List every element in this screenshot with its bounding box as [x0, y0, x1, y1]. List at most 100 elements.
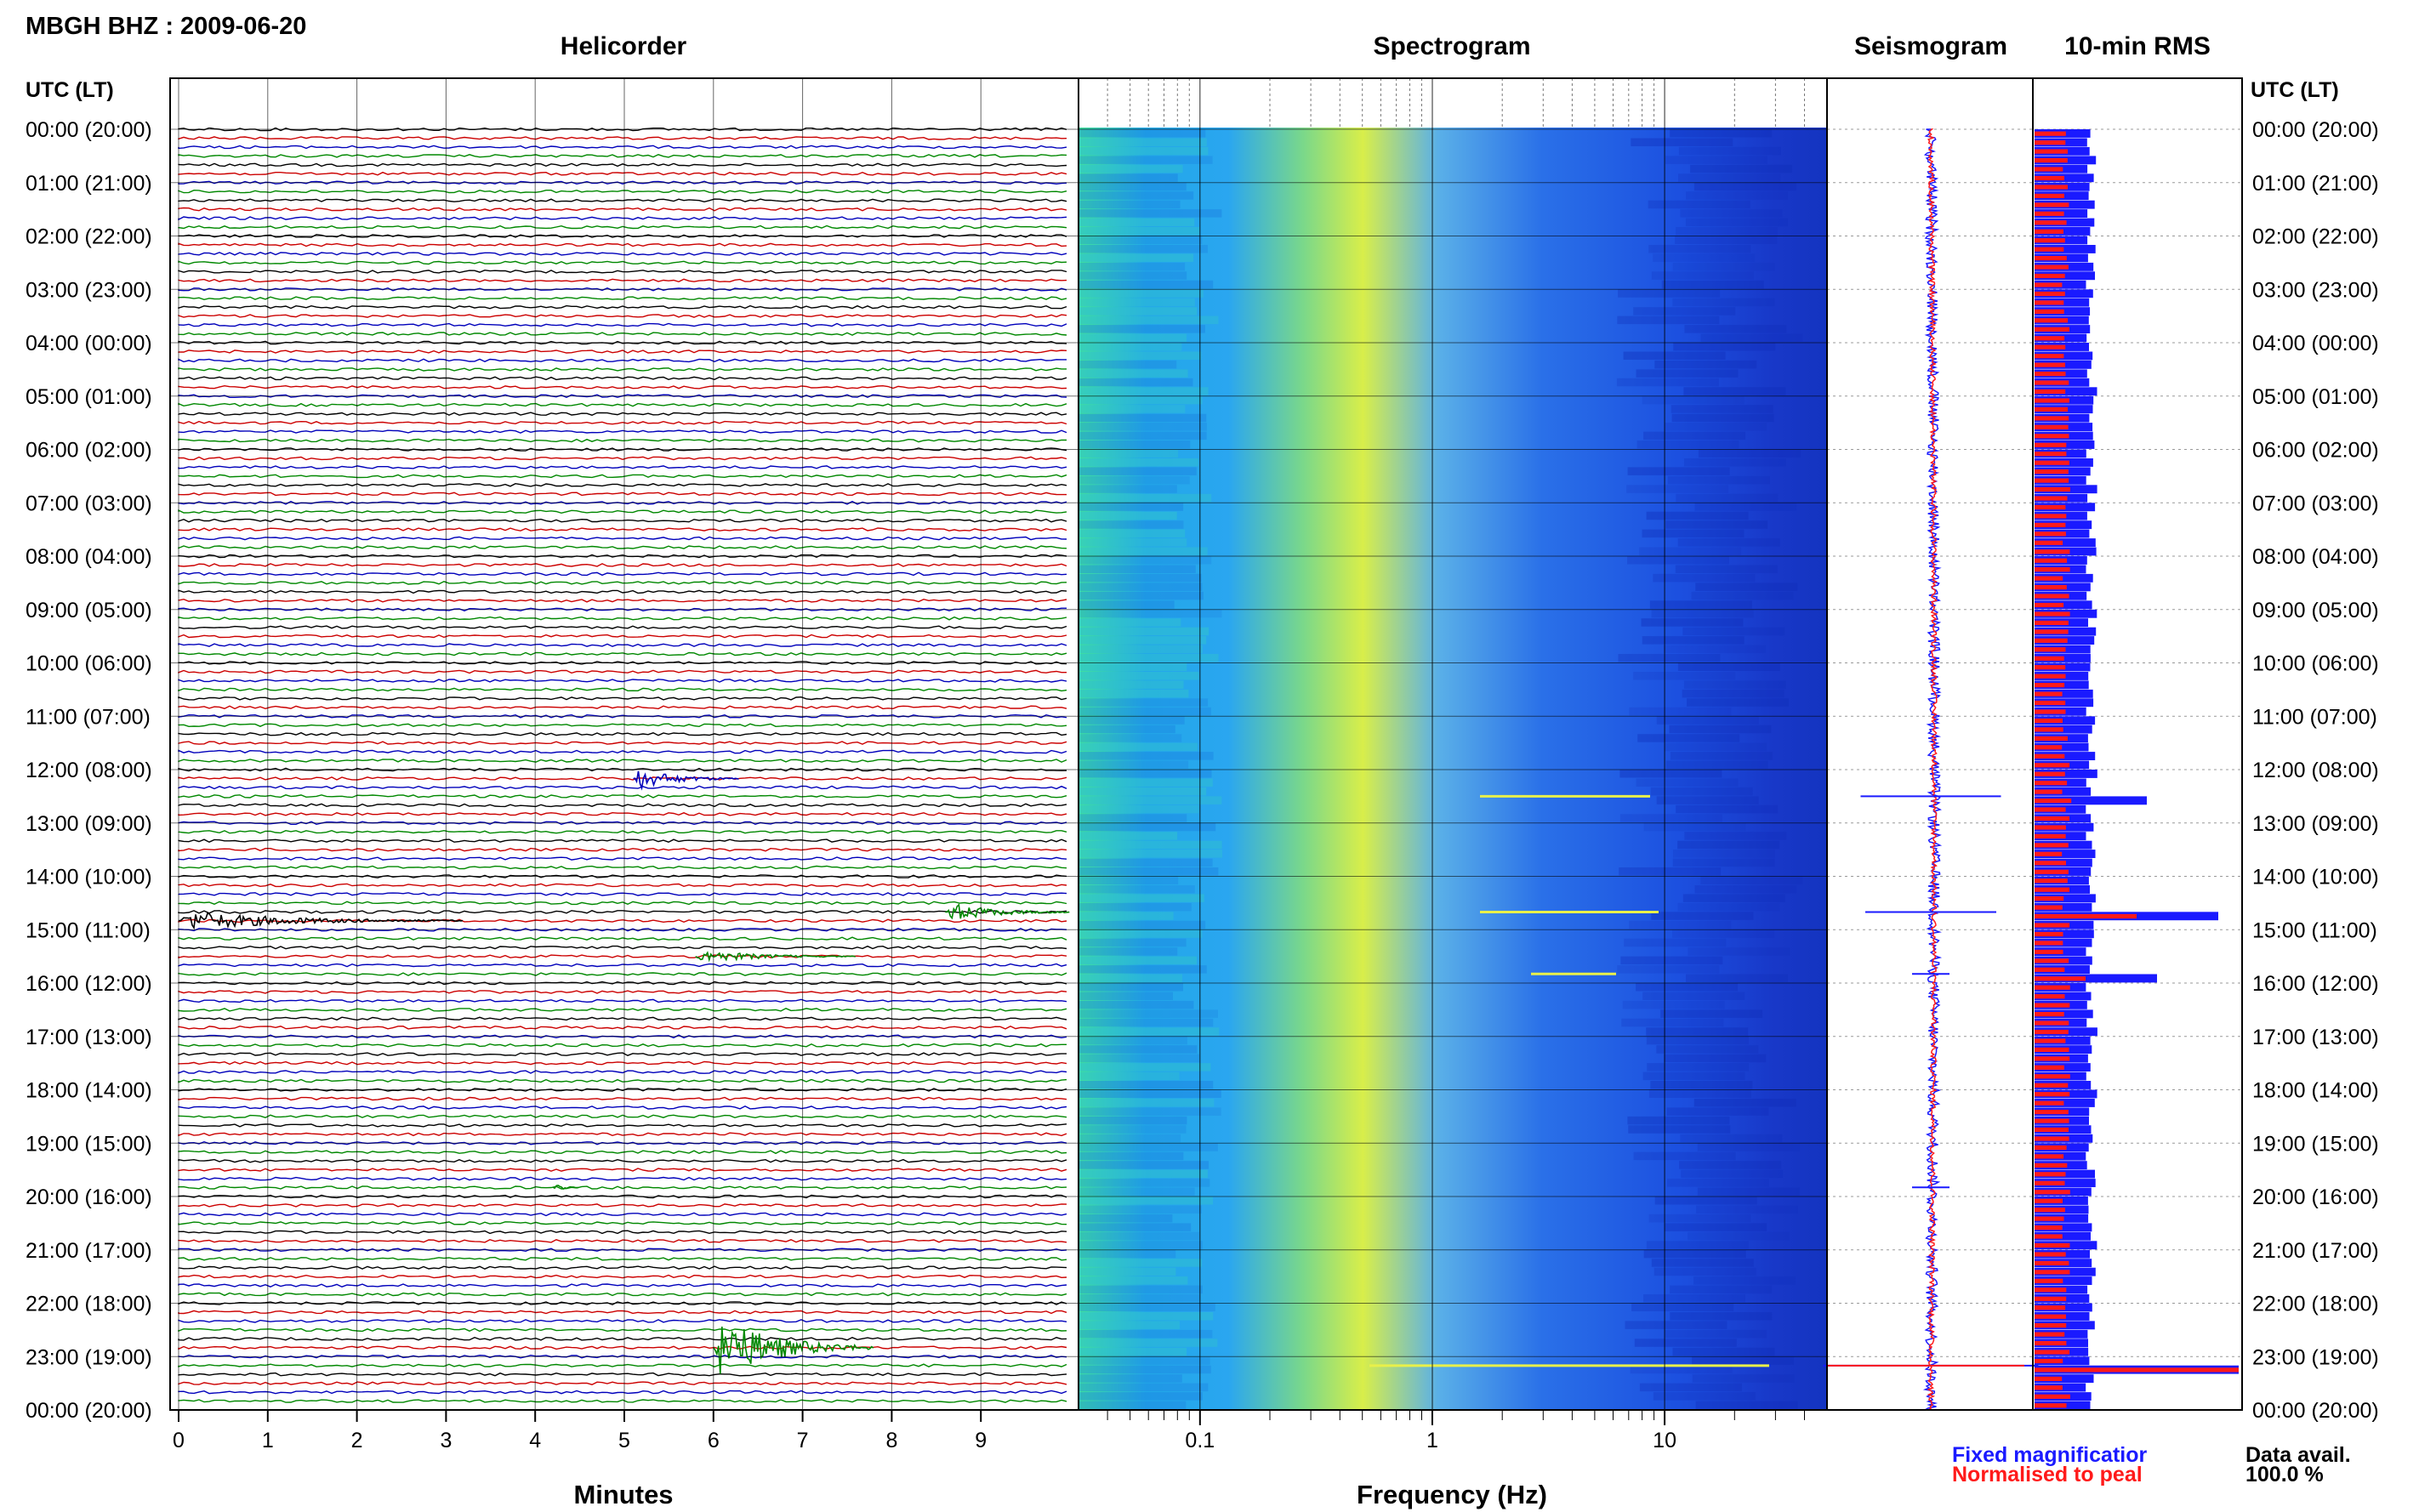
- time-label-left: 00:00 (20:00): [26, 118, 152, 142]
- trace-row: [178, 829, 1067, 834]
- seismic-event: [552, 1185, 579, 1191]
- trace-row: [178, 1212, 1067, 1217]
- time-label-right: 19:00 (15:00): [2252, 1132, 2379, 1156]
- trace-row: [178, 723, 1067, 728]
- left-time-labels: 00:00 (20:00) 01:00 (21:00) 02:00 (22:00) 0…: [26, 118, 152, 1423]
- trace-row: [178, 1372, 1067, 1377]
- trace-row: [178, 1390, 1067, 1395]
- trace-row: [178, 643, 1067, 647]
- time-label-left: 15:00 (11:00): [26, 918, 151, 942]
- trace-row: [178, 705, 1067, 710]
- helicorder-events: [178, 770, 1070, 1374]
- time-label-right: 07:00 (03:00): [2252, 492, 2379, 515]
- trace-row: [178, 1265, 1067, 1270]
- time-label-right: 16:00 (12:00): [2252, 972, 2379, 996]
- minutes-tick-label: 7: [797, 1429, 809, 1452]
- panel-frames: [169, 77, 2243, 1411]
- trace-row: [178, 216, 1067, 221]
- trace-row: [178, 972, 1067, 976]
- trace-row: [178, 1096, 1067, 1101]
- trace-row: [178, 1363, 1067, 1367]
- trace-row: [178, 1301, 1067, 1305]
- time-label-left: 22:00 (18:00): [26, 1293, 152, 1316]
- trace-row: [178, 1060, 1067, 1066]
- right-time-labels: 00:00 (20:00) 01:00 (21:00) 02:00 (22:00) 0…: [2252, 118, 2379, 1423]
- data-avail-label: Data avail.: [2245, 1443, 2351, 1467]
- seismogram-panel: [1823, 128, 2039, 1411]
- trace-row: [178, 598, 1067, 603]
- time-label-left: 16:00 (12:00): [26, 972, 152, 996]
- time-label-right: 01:00 (21:00): [2252, 172, 2379, 196]
- trace-row: [178, 1025, 1067, 1030]
- trace-row: [178, 607, 1067, 612]
- time-label-right: 02:00 (22:00): [2252, 225, 2379, 249]
- time-label-left: 06:00 (02:00): [26, 439, 152, 463]
- trace-row: [178, 420, 1067, 425]
- trace-row: [178, 936, 1067, 941]
- x-axis-ticks: 0 1 2 3 4 5 6 7 8 9 0.1 1 10: [173, 1410, 1676, 1452]
- trace-row: [178, 492, 1067, 497]
- trace-row: [178, 865, 1067, 870]
- trace-row: [178, 438, 1067, 443]
- trace-row: [178, 998, 1067, 1003]
- trace-row: [178, 1327, 1067, 1333]
- trace-row: [178, 278, 1067, 283]
- time-label-left: 11:00 (07:00): [26, 705, 151, 729]
- trace-row: [178, 1238, 1067, 1243]
- time-label-left: 08:00 (04:00): [26, 545, 152, 569]
- trace-row: [178, 1114, 1067, 1119]
- trace-row: [178, 171, 1067, 176]
- x-label-frequency: Frequency (Hz): [1357, 1480, 1547, 1509]
- right-axis-title: UTC (LT): [2251, 78, 2339, 102]
- trace-row: [178, 696, 1067, 701]
- trace-row: [178, 145, 1067, 150]
- minutes-tick-label: 1: [262, 1429, 274, 1452]
- trace-row: [178, 1256, 1067, 1261]
- time-label-right: 22:00 (18:00): [2252, 1293, 2379, 1316]
- time-label-right: 09:00 (05:00): [2252, 599, 2379, 622]
- minutes-tick-label: 6: [708, 1429, 720, 1452]
- panel-title-rms: 10-min RMS: [2064, 32, 2211, 60]
- seismic-event: [633, 770, 739, 791]
- time-label-right: 05:00 (01:00): [2252, 385, 2379, 409]
- trace-row: [178, 651, 1067, 657]
- frequency-tick-label: 1: [1426, 1429, 1438, 1452]
- minutes-tick-label: 9: [975, 1429, 987, 1452]
- trace-row: [178, 509, 1067, 514]
- time-label-right: 17:00 (13:00): [2252, 1026, 2379, 1049]
- trace-row: [178, 429, 1067, 434]
- legend-fixed-magnification: Fixed magnificatior: [1952, 1443, 2148, 1467]
- trace-row: [178, 189, 1067, 194]
- frequency-tick-label: 0.1: [1185, 1429, 1215, 1452]
- time-label-left: 23:00 (19:00): [26, 1345, 152, 1369]
- trace-row: [178, 910, 1067, 914]
- trace-row: [178, 456, 1067, 461]
- left-axis-title: UTC (LT): [26, 78, 114, 102]
- trace-row: [178, 892, 1067, 896]
- minutes-tick-label: 0: [173, 1429, 185, 1452]
- trace-row: [178, 749, 1067, 754]
- seismogram-fixed: [1922, 128, 1943, 1411]
- trace-row: [178, 1336, 1067, 1341]
- trace-row: [178, 1283, 1067, 1287]
- time-label-left: 18:00 (14:00): [26, 1079, 152, 1103]
- trace-row: [178, 616, 1067, 621]
- trace-row: [178, 1203, 1067, 1208]
- trace-row: [178, 367, 1067, 372]
- trace-row: [178, 634, 1067, 639]
- minutes-tick-label: 8: [885, 1429, 897, 1452]
- time-label-right: 06:00 (02:00): [2252, 439, 2379, 463]
- trace-row: [178, 1274, 1067, 1279]
- time-label-left: 01:00 (21:00): [26, 172, 152, 196]
- trace-row: [178, 1319, 1067, 1323]
- trace-row: [178, 1399, 1067, 1403]
- time-label-right: 13:00 (09:00): [2252, 812, 2379, 836]
- trace-row: [178, 314, 1067, 318]
- trace-row: [178, 474, 1067, 479]
- trace-row: [178, 571, 1067, 577]
- trace-row: [178, 741, 1067, 745]
- trace-row: [178, 927, 1067, 932]
- trace-row: [178, 803, 1067, 808]
- time-label-right: 15:00 (11:00): [2252, 918, 2377, 942]
